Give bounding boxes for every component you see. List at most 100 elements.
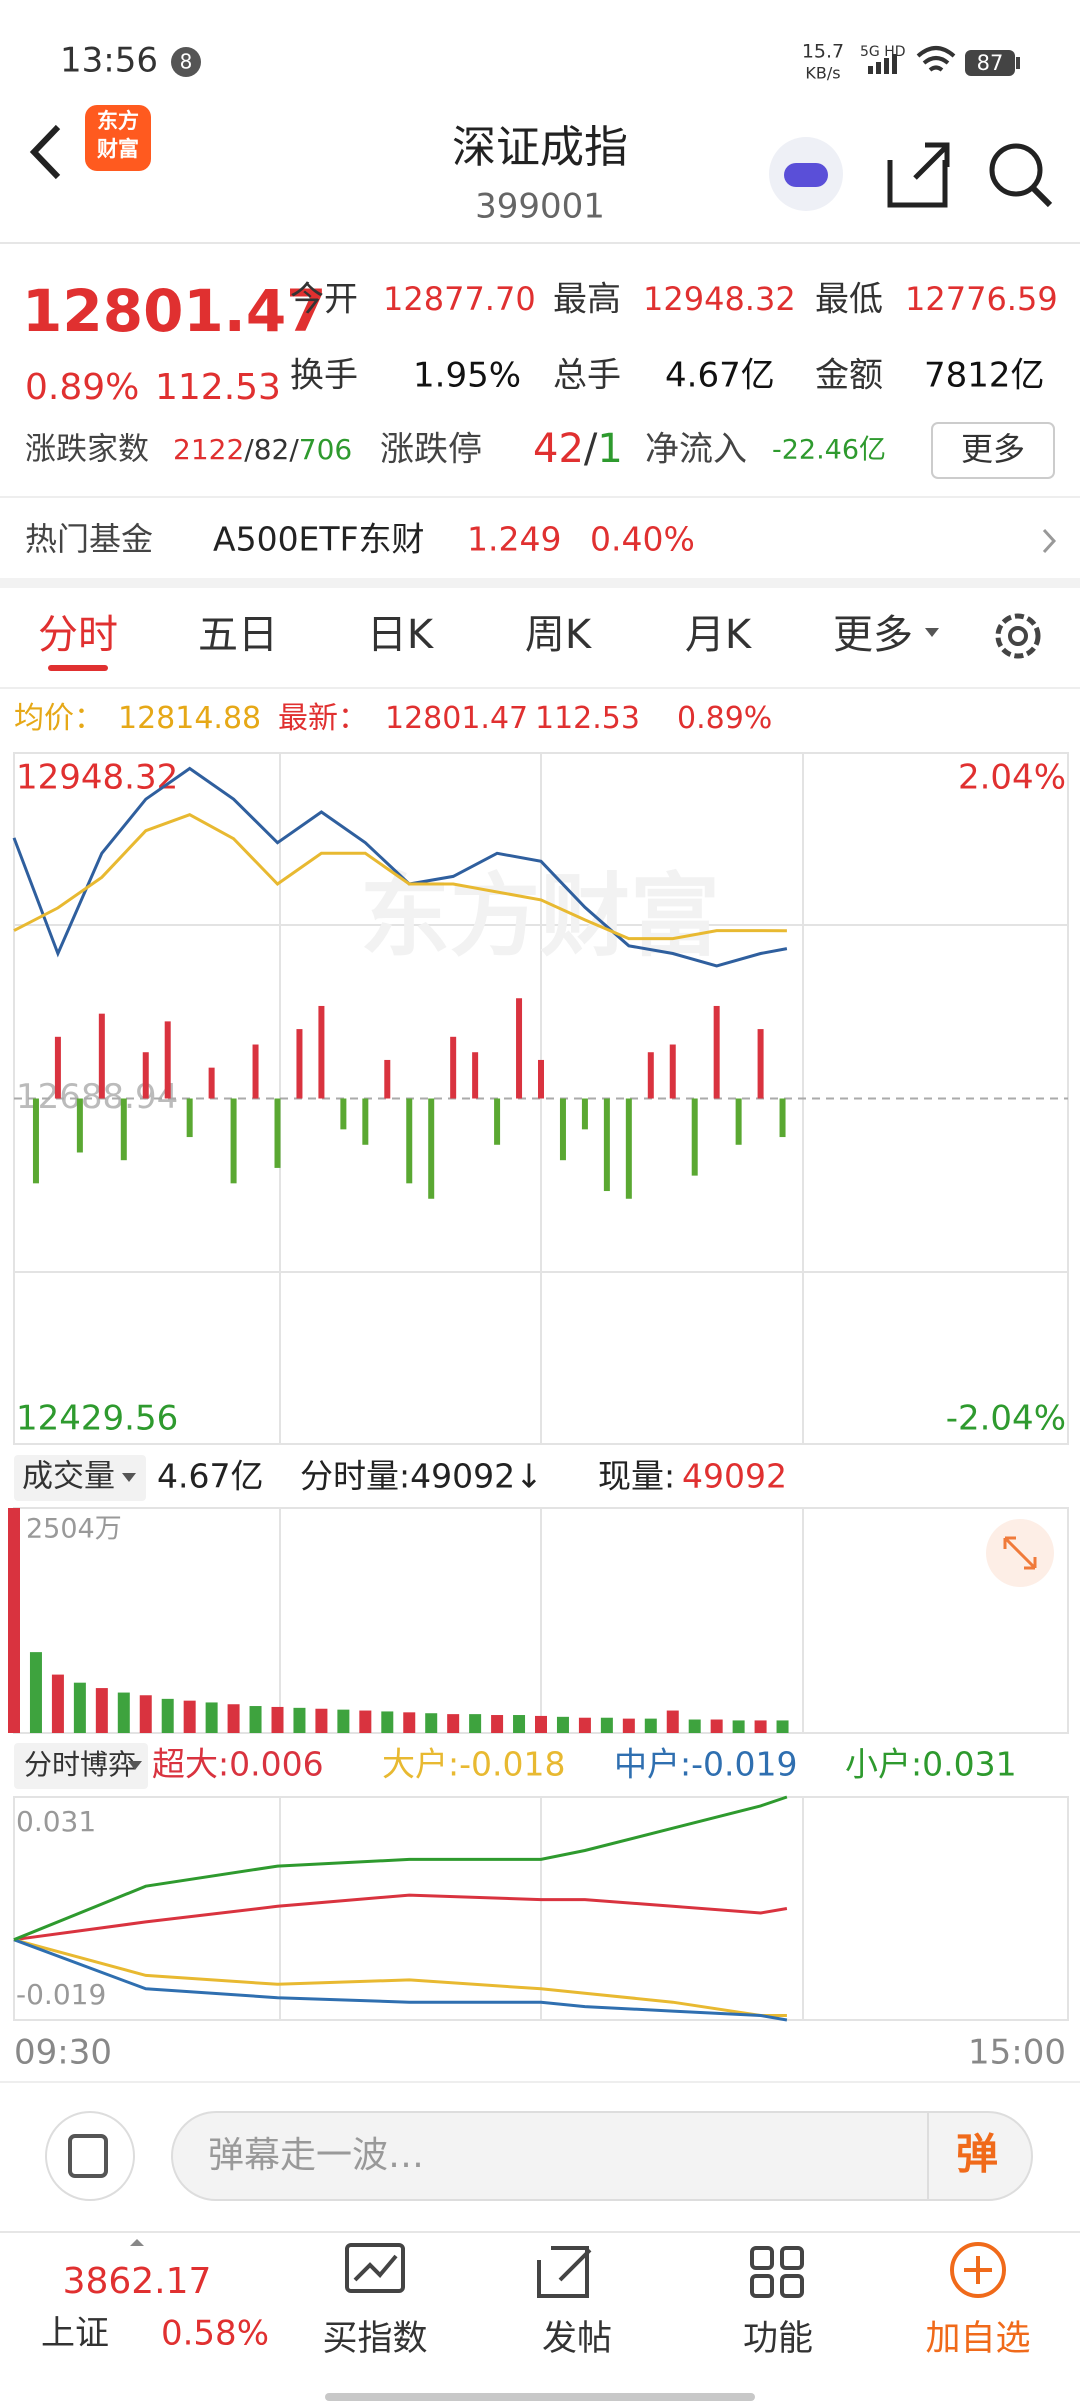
volume-bar [293,1707,306,1733]
fund-name[interactable]: A500ETF东财 [213,520,425,559]
volume-bar [51,1674,64,1733]
flow-bar [98,1013,105,1099]
flow-bar [713,1005,720,1099]
chevron[interactable] [1042,528,1057,554]
y-tick-label: -0.019 [16,1978,106,2011]
wifi-icon [916,46,956,72]
plot-layer: 12948.32 12688.94 12429.56 2.04% -2.04% 09:30… [8,758,1068,2073]
nav-items: 买指数 发帖 功能 加自选 [322,2319,1030,2359]
search-handle [1030,185,1053,208]
danmaku-button[interactable]: 弹 [956,2130,998,2179]
flow-bar [142,1052,149,1099]
nav-item[interactable]: 买指数 [322,2319,427,2359]
volume-bar [403,1712,416,1733]
volume-bar [8,1508,20,1733]
nav-item[interactable]: 发帖 [542,2319,612,2359]
limit-label: 涨跌停 [380,430,482,470]
flow-bar [32,1098,39,1184]
flow-bar [669,1044,676,1099]
tab[interactable]: 日K [367,612,435,658]
tab[interactable]: 更多 [833,612,913,658]
flow-bar [516,998,523,1099]
badge-bg [171,47,201,77]
flow-bar [428,1098,435,1199]
flow-bar [230,1098,237,1184]
volume-bar [227,1704,240,1733]
flow-bar [647,1052,654,1099]
search-icon[interactable] [989,143,1043,197]
volume-bar [447,1714,460,1733]
flow-bar [318,1005,325,1099]
avg-value: 12814.88 [118,701,261,736]
breadth: 2122/82/706 [173,433,352,466]
more-button[interactable] [931,422,1055,479]
breadth-up: 2122 [173,433,244,466]
menu-icon [68,2134,108,2178]
volume-bar [710,1719,723,1733]
flow-bar [384,1059,391,1099]
index-price[interactable]: 3862.17 [63,2261,212,2302]
flow-bar [538,1059,544,1099]
nav-icon-plus [964,2256,992,2284]
caret [130,2239,144,2246]
section-gap [0,578,1080,588]
stat-label: 总手 [553,356,621,396]
nav-item[interactable]: 功能 [743,2319,813,2359]
stat-value: 4.67亿 [665,356,775,396]
volume-bar [205,1702,218,1733]
y-tick-label: 12429.56 [16,1399,178,1439]
volume-bar [271,1706,284,1733]
tab[interactable]: 月K [685,612,753,658]
avg-label: 均价： [14,701,104,736]
limit: 42/1 [533,426,623,472]
volume-bar [139,1695,152,1733]
price: 12801.47 [22,277,327,345]
inflow-label: 净流入 [645,430,747,470]
series-line [13,1893,788,1942]
series-line [13,1938,788,2022]
stat-label: 最低 [815,280,883,320]
fund-price: 1.249 [467,520,561,559]
dropdown-arrow [925,628,939,637]
assistant-face [784,163,828,187]
series-line [13,1938,787,2017]
comment-input[interactable] [171,2111,1033,2201]
breadth-label: 涨跌家数 [25,432,149,468]
comment-placeholder: 弹幕走一波… [208,2135,424,2176]
stat-value: 12877.70 [383,280,536,318]
last-value: 12801.47 [385,701,528,736]
logo-text: 财富 [97,137,139,161]
fund-label: 热门基金 [25,520,153,558]
tab[interactable]: 周K [525,612,593,658]
logo[interactable] [85,105,151,171]
change-pct: 0.89% [25,367,139,408]
nav-item[interactable]: 加自选 [925,2319,1030,2359]
y-tick-label: 0.031 [16,1805,96,1838]
tab[interactable]: 分时 [38,612,118,658]
battery-tip [1016,57,1020,69]
volume-current-label: 现量: [598,1457,675,1496]
volume-current: 49092 [682,1457,787,1496]
volume-selector[interactable] [14,1455,146,1501]
stat-value: 12948.32 [643,280,796,318]
volume-bar [535,1715,547,1733]
volume-bar [381,1711,394,1733]
code: 399001 [475,187,605,227]
y-tick-label: 12688.94 [16,1077,178,1117]
flow-bar [186,1098,193,1138]
badge: 8 [180,50,193,74]
settings-icon[interactable] [995,613,1041,659]
breadth-flat: /82/ [244,433,299,466]
signal-icon [868,54,897,74]
back-button[interactable] [29,124,61,180]
volume-bar [644,1718,657,1733]
menu-button[interactable] [45,2111,135,2201]
tab[interactable]: 五日 [198,612,278,658]
flow-selector[interactable] [14,1743,148,1789]
breadth-down: 706 [299,433,352,466]
volume-bar [578,1717,591,1733]
share-icon[interactable] [887,142,950,208]
volume-bar [556,1716,569,1733]
volume-bar [469,1714,482,1733]
